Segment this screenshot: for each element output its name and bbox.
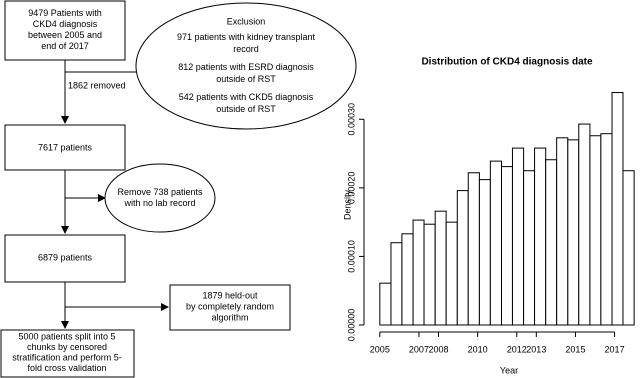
bar — [600, 133, 613, 326]
node-text: 1879 held-out — [202, 290, 258, 300]
node-text: Remove 738 patients — [117, 187, 203, 197]
bar — [567, 139, 580, 326]
bar — [545, 159, 558, 326]
y-tick-label: 0.00000 — [346, 309, 356, 342]
bar — [534, 147, 547, 326]
node-text: 9479 Patients with — [28, 8, 102, 18]
node-text: CKD4 diagnosis — [33, 19, 98, 29]
ellipse — [135, 2, 357, 130]
bar — [489, 160, 503, 326]
bar — [379, 282, 392, 326]
x-tick-label: 2008 — [428, 344, 448, 354]
node-text: stratification and perform 5- — [12, 353, 122, 363]
y-tick-label: 0.00020 — [346, 172, 356, 205]
x-tick-label: 2015 — [565, 344, 585, 354]
y-tick-label: 0.00010 — [346, 240, 356, 273]
box — [0, 329, 135, 378]
bar — [467, 172, 480, 326]
bar — [456, 190, 469, 326]
node-text: 5000 patients split into 5 — [18, 332, 115, 342]
node-text: by completely random — [186, 301, 274, 311]
y-tick-label: 0.00030 — [346, 103, 356, 136]
node-text: 542 patients with CKD5 diagnosis — [179, 92, 314, 102]
bar — [523, 170, 536, 326]
node-text: outside of RST — [216, 74, 276, 84]
edge-label: 1862 removed — [68, 80, 126, 90]
bar — [511, 147, 525, 326]
x-tick-label: 2013 — [526, 344, 546, 354]
node-text: 971 patients with kidney transplant — [177, 32, 316, 42]
node-text: 7617 patients — [38, 142, 93, 152]
bar — [611, 92, 624, 326]
node-text: record — [233, 44, 259, 54]
node-text: between 2005 and — [28, 30, 102, 40]
box — [4, 124, 126, 171]
x-axis-label: Year — [500, 365, 518, 375]
bar — [445, 221, 458, 326]
x-tick-label: 2007 — [409, 344, 429, 354]
node-text: outside of RST — [216, 104, 276, 114]
bar — [390, 242, 403, 326]
x-tick-label: 2005 — [370, 344, 390, 354]
histogram-chart: Distribution of CKD4 diagnosis date Year… — [342, 57, 635, 375]
box — [4, 234, 126, 283]
node-text: fold cross validation — [27, 363, 106, 373]
bar — [423, 223, 436, 326]
chart-title: Distribution of CKD4 diagnosis date — [421, 57, 593, 68]
bar — [501, 166, 513, 326]
x-tick-label: 2010 — [468, 344, 488, 354]
bar — [589, 135, 602, 326]
y-axis-label: Density — [342, 189, 352, 220]
node-text: with no lab record — [123, 198, 195, 208]
bar — [478, 179, 491, 326]
node-text: 6879 patients — [38, 252, 93, 262]
bar — [412, 219, 425, 326]
box — [4, 0, 126, 61]
bar — [622, 170, 635, 326]
node-text: 812 patients with ESRD diagnosis — [178, 62, 314, 72]
bar — [434, 210, 447, 326]
ellipse — [104, 163, 216, 233]
node-text: chunks by censored — [27, 342, 107, 352]
node-text: Exclusion — [227, 17, 266, 27]
bar — [556, 137, 569, 326]
node-text: algorithm — [211, 312, 248, 322]
node-text: end of 2017 — [41, 41, 89, 51]
bar — [401, 233, 414, 326]
box — [169, 284, 291, 331]
bar — [578, 123, 591, 326]
x-tick-label: 2012 — [507, 344, 527, 354]
x-tick-label: 2017 — [605, 344, 625, 354]
